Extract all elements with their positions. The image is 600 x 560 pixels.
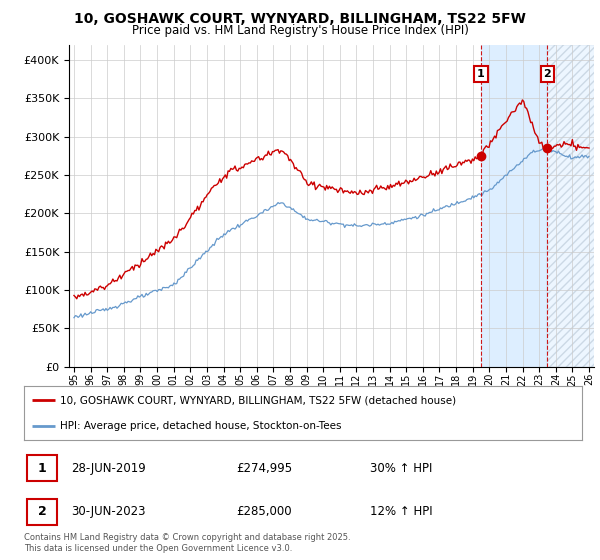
Text: 2: 2: [544, 69, 551, 79]
Text: 30-JUN-2023: 30-JUN-2023: [71, 505, 146, 519]
Text: 1: 1: [38, 462, 47, 475]
Text: Contains HM Land Registry data © Crown copyright and database right 2025.
This d: Contains HM Land Registry data © Crown c…: [24, 533, 350, 553]
FancyBboxPatch shape: [27, 499, 58, 525]
FancyBboxPatch shape: [27, 455, 58, 482]
Text: 12% ↑ HPI: 12% ↑ HPI: [370, 505, 433, 519]
Bar: [481, 45, 547, 367]
Text: 28-JUN-2019: 28-JUN-2019: [71, 462, 146, 475]
Text: HPI: Average price, detached house, Stockton-on-Tees: HPI: Average price, detached house, Stoc…: [60, 421, 342, 431]
Text: 10, GOSHAWK COURT, WYNYARD, BILLINGHAM, TS22 5FW (detached house): 10, GOSHAWK COURT, WYNYARD, BILLINGHAM, …: [60, 395, 457, 405]
Text: 2: 2: [38, 505, 47, 519]
Text: 10, GOSHAWK COURT, WYNYARD, BILLINGHAM, TS22 5FW: 10, GOSHAWK COURT, WYNYARD, BILLINGHAM, …: [74, 12, 526, 26]
Bar: [547, 45, 598, 367]
Text: Price paid vs. HM Land Registry's House Price Index (HPI): Price paid vs. HM Land Registry's House …: [131, 24, 469, 37]
Text: £285,000: £285,000: [236, 505, 292, 519]
Text: 30% ↑ HPI: 30% ↑ HPI: [370, 462, 433, 475]
Text: 1: 1: [477, 69, 485, 79]
Text: £274,995: £274,995: [236, 462, 292, 475]
